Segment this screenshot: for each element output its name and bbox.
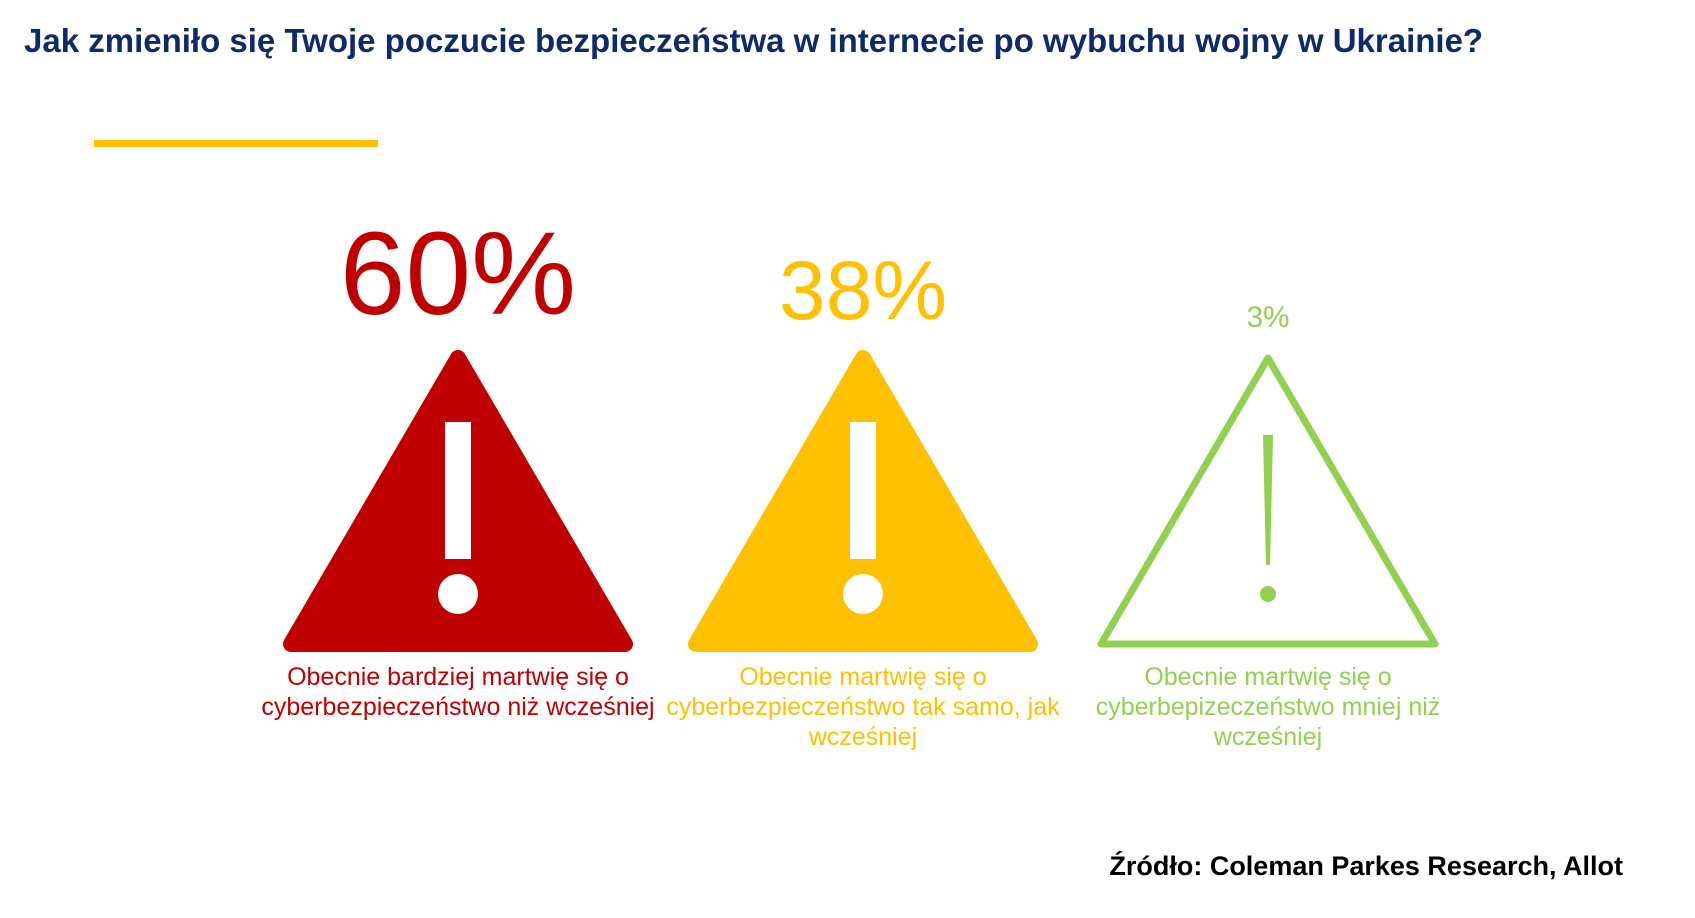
category-label: Obecnie martwię się o cyberbepizeczeństw… (1095, 663, 1441, 751)
chart-title: Jak zmieniło się Twoje poczucie bezpiecz… (24, 22, 1484, 59)
source-note: Źródło: Coleman Parkes Research, Allot (1109, 851, 1623, 881)
warning-triangle-outline-icon (1097, 354, 1439, 648)
chart-item: 60% Obecnie bardziej martwię się o cyberb… (258, 0, 658, 918)
value-label: 60% (339, 208, 577, 340)
warning-triangle-filled-icon (688, 350, 1038, 652)
accent-divider (94, 140, 378, 147)
category-label: Obecnie martwię się o cyberbezpieczeństw… (666, 663, 1060, 751)
category-label: Obecnie bardziej martwię się o cyberbezp… (261, 663, 655, 721)
chart-item: 3% Obecnie martwię się o cyberbepizeczeńs… (1068, 0, 1468, 918)
warning-triangle-filled-icon (283, 350, 633, 652)
value-label: 38% (779, 243, 947, 338)
value-label: 3% (1246, 301, 1290, 335)
chart-item: 38% Obecnie martwię się o cyberbezpieczeń… (663, 0, 1063, 918)
